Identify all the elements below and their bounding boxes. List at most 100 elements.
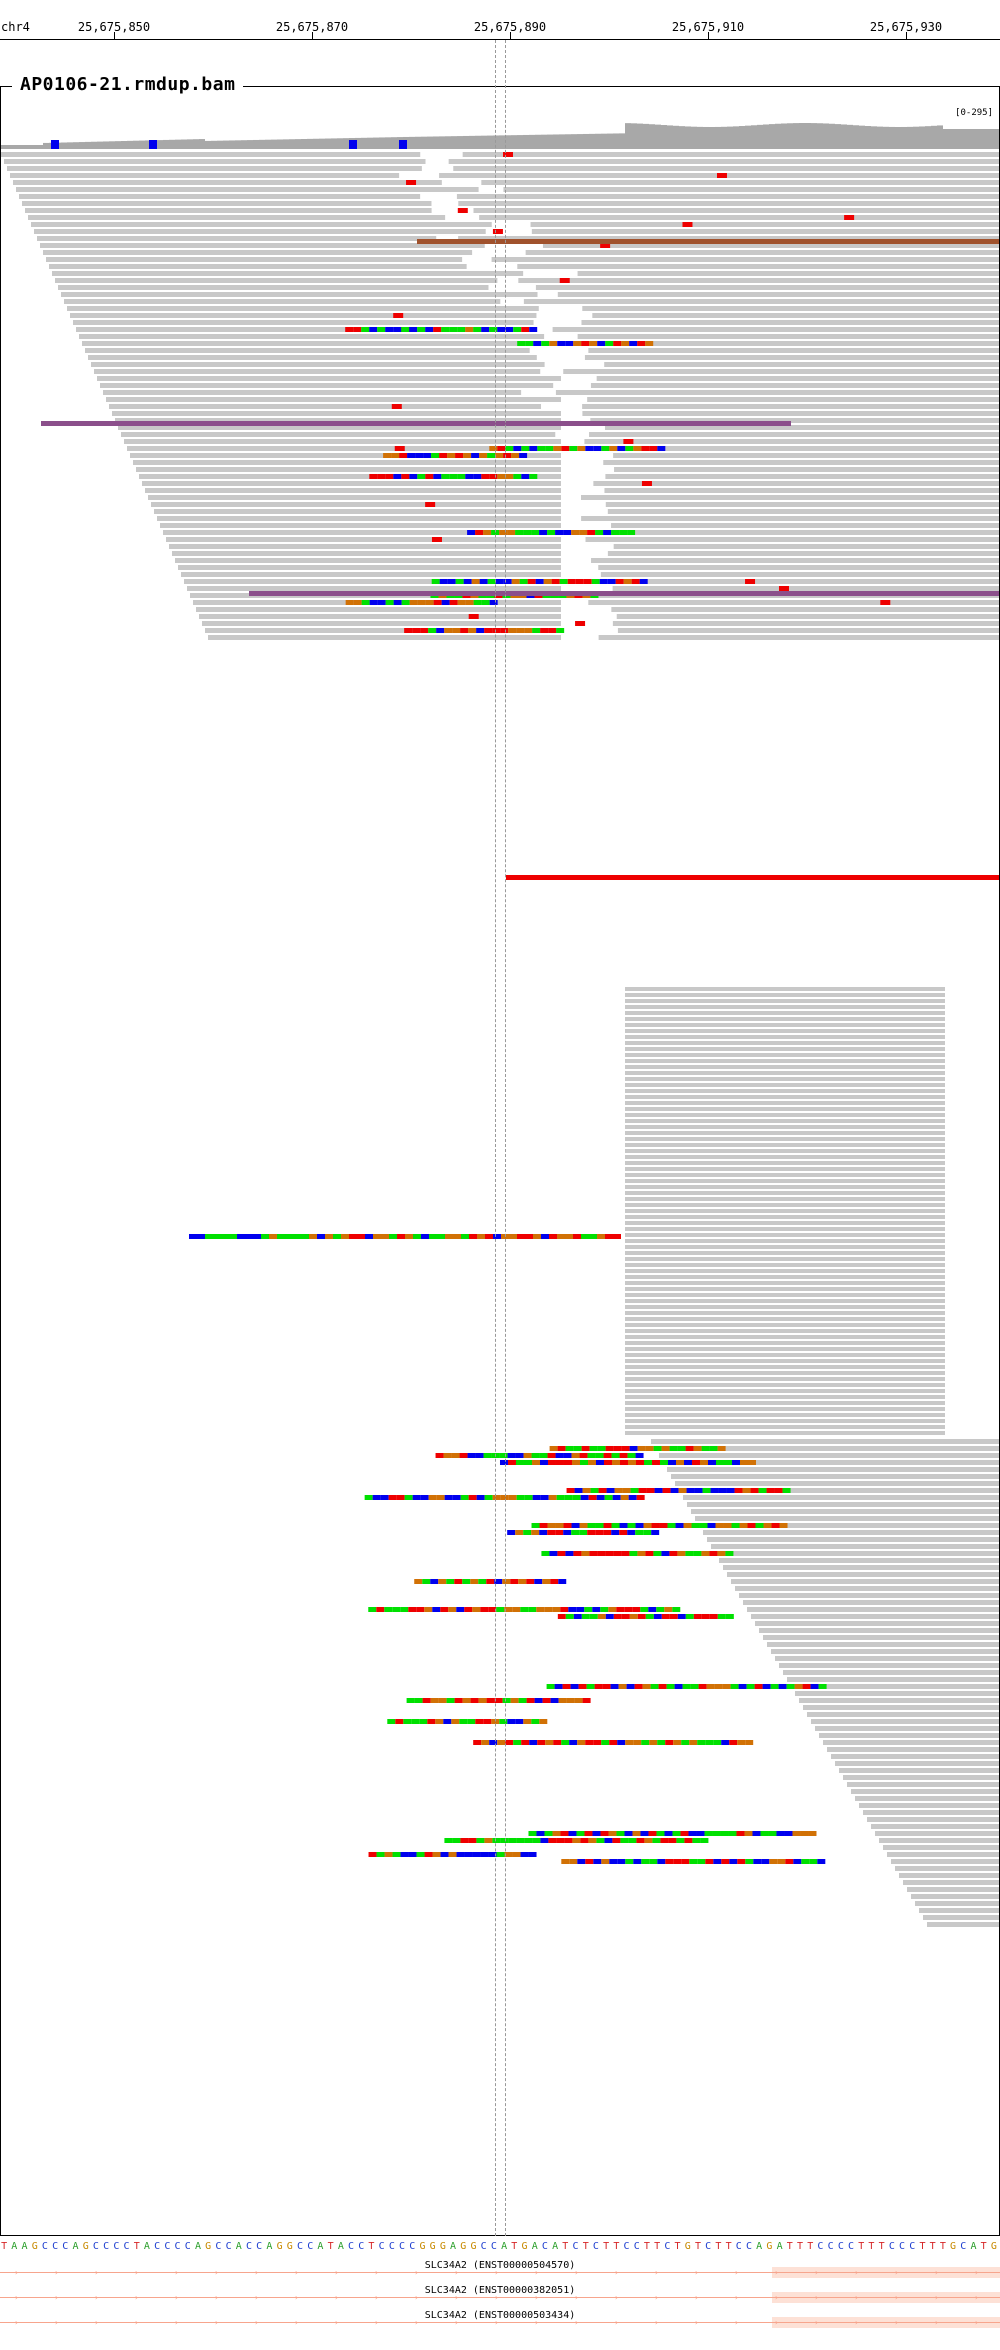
gene-track[interactable]: SLC34A2 (ENST00000382051) › › › › › › › › › › › › › ›…	[0, 2285, 1000, 2309]
soft-clip-base	[672, 1607, 681, 1612]
soft-clip-base	[728, 1831, 737, 1836]
soft-clip-base	[808, 1831, 817, 1836]
soft-clip-base	[457, 327, 466, 332]
soft-clip-base	[633, 1859, 642, 1864]
read	[625, 1263, 945, 1267]
soft-clip-base	[613, 1234, 621, 1239]
soft-clip-base	[558, 1579, 567, 1584]
soft-clip-base	[573, 1446, 582, 1451]
strand-arrow-icon: ›	[134, 2293, 139, 2302]
soft-clip-base	[389, 1234, 397, 1239]
alignment-panel[interactable]: [0-295]	[0, 86, 1000, 2236]
strand-arrow-icon: ›	[534, 2293, 539, 2302]
soft-clip-base	[540, 1495, 549, 1500]
strand-arrow-icon: ›	[654, 2293, 659, 2302]
soft-clip-base	[285, 1234, 293, 1239]
coverage-bar	[613, 133, 619, 149]
coverage-bar	[595, 133, 601, 149]
soft-clip-base	[560, 1831, 569, 1836]
soft-clip-base	[486, 1698, 495, 1703]
soft-clip-base	[432, 1852, 441, 1857]
read	[552, 327, 999, 332]
reference-base: T	[878, 2241, 885, 2252]
coverage-bar	[721, 126, 727, 149]
soft-clip-base	[557, 341, 566, 346]
soft-clip-base	[597, 1551, 606, 1556]
soft-clip-base	[736, 1831, 745, 1836]
soft-clip-base	[726, 1488, 735, 1493]
soft-clip-base	[427, 1719, 436, 1724]
gene-track[interactable]: SLC34A2 (ENST00000503434) › › › › › › › › › › › › › ›…	[0, 2310, 1000, 2334]
reference-base: C	[960, 2241, 967, 2252]
strand-arrow-icon: ›	[534, 2268, 539, 2277]
read	[199, 614, 561, 619]
coverage-bar	[877, 126, 883, 149]
read	[136, 467, 561, 472]
soft-clip-base	[452, 1495, 461, 1500]
soft-clip-base	[515, 1453, 524, 1458]
read	[675, 1481, 999, 1486]
read	[582, 404, 999, 409]
soft-clip-base	[637, 1446, 646, 1451]
ruler[interactable]: chr4 25,675,850 25,675,870 25,675,890 25…	[0, 0, 1000, 42]
soft-clip-base	[569, 1740, 578, 1745]
coverage-track[interactable]	[1, 87, 999, 149]
coverage-bar	[37, 145, 43, 149]
soft-clip-base	[785, 1859, 794, 1864]
reference-base: C	[41, 2241, 48, 2252]
track-title[interactable]: AP0106-21.rmdup.bam	[12, 74, 244, 95]
soft-clip-base	[664, 1607, 673, 1612]
soft-clip-base	[608, 1607, 617, 1612]
reference-base: A	[143, 2241, 150, 2252]
gene-track[interactable]: SLC34A2 (ENST00000504570) › › › › › › › › › › › › › ›…	[0, 2260, 1000, 2284]
coverage-bar	[691, 126, 697, 149]
read	[481, 180, 999, 185]
strand-arrow-icon: ›	[294, 2318, 299, 2327]
soft-clip-base	[613, 341, 622, 346]
soft-clip-base	[504, 1852, 513, 1857]
soft-clip-base	[573, 1614, 582, 1619]
read	[612, 586, 999, 591]
soft-clip-base	[682, 1684, 691, 1689]
reference-base: T	[694, 2241, 701, 2252]
soft-clip-base	[615, 579, 624, 584]
soft-clip-base	[497, 446, 506, 451]
soft-clip-base	[654, 1488, 663, 1493]
soft-clip-base	[463, 579, 472, 584]
soft-clip-base	[385, 600, 394, 605]
read	[581, 320, 999, 325]
soft-clip-base	[392, 1607, 401, 1612]
coverage-bar	[661, 125, 667, 149]
soft-clip-base	[678, 1488, 687, 1493]
soft-clip-base	[649, 1740, 658, 1745]
read	[625, 1011, 945, 1015]
soft-clip-base	[542, 1698, 551, 1703]
soft-clip-base	[621, 1551, 630, 1556]
reference-base: C	[827, 2241, 834, 2252]
soft-clip-base	[633, 1740, 642, 1745]
soft-clip-base	[685, 1446, 694, 1451]
read	[625, 1203, 945, 1207]
soft-clip-base	[539, 1523, 548, 1528]
read-pileup[interactable]	[1, 87, 999, 2235]
read	[625, 1137, 945, 1141]
coverage-bar	[97, 141, 103, 149]
soft-clip-base	[571, 1453, 580, 1458]
soft-clip-base	[669, 1614, 678, 1619]
soft-clip-base	[245, 1234, 253, 1239]
soft-clip-base	[620, 1838, 629, 1843]
read	[473, 208, 999, 213]
reference-base: C	[123, 2241, 130, 2252]
reference-base: C	[245, 2241, 252, 2252]
reference-base: C	[837, 2241, 844, 2252]
soft-clip-base	[629, 341, 638, 346]
soft-clip-base	[293, 1234, 301, 1239]
soft-clip-base	[563, 1530, 572, 1535]
mismatch	[641, 481, 652, 486]
soft-clip-base	[721, 1740, 730, 1745]
soft-clip-base	[563, 1460, 572, 1465]
soft-clip-base	[569, 446, 578, 451]
coverage-bar	[949, 129, 955, 149]
soft-clip-base	[598, 1488, 607, 1493]
soft-clip-base	[676, 1838, 685, 1843]
